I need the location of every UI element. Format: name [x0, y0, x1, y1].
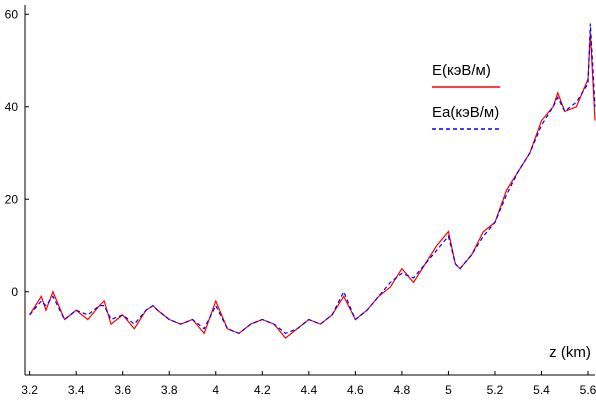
data-line [29, 23, 596, 335]
x-tick-label: 5.2 [487, 383, 504, 397]
x-tick-label: 5.4 [533, 383, 550, 397]
x-tick-label: 4.4 [300, 383, 317, 397]
legend-label: Ea(кэВ/м) [432, 104, 499, 121]
x-tick-label: 5 [445, 383, 452, 397]
x-tick-label: 5.6 [580, 383, 596, 397]
x-tick-label: 4.6 [347, 383, 364, 397]
x-tick-label: 3.6 [114, 383, 131, 397]
y-tick-label: 40 [5, 100, 19, 114]
x-tick-label: 4 [212, 383, 219, 397]
x-axis-label: z (km) [549, 344, 591, 361]
y-tick-label: 60 [5, 7, 19, 21]
x-tick-label: 4.2 [254, 383, 271, 397]
legend-label: E(кэВ/м) [432, 62, 491, 79]
y-tick-label: 0 [11, 285, 18, 299]
x-tick-label: 4.8 [394, 383, 411, 397]
x-tick-label: 3.4 [68, 383, 85, 397]
x-tick-label: 3.2 [21, 383, 38, 397]
y-tick-label: 20 [5, 192, 19, 206]
x-tick-label: 3.8 [161, 383, 178, 397]
